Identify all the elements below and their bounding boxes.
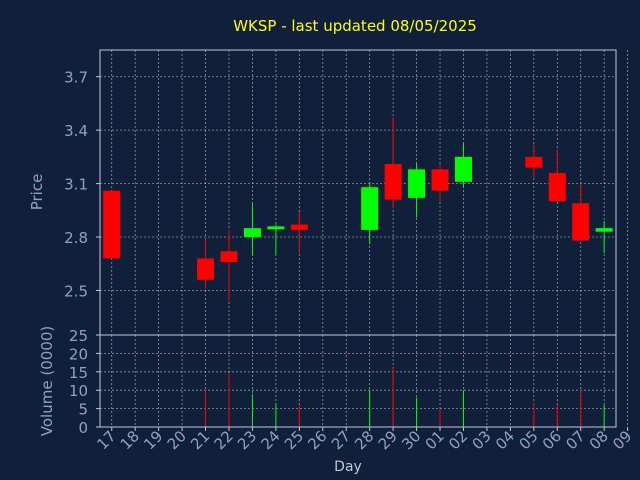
x-tick-label: 26 [304, 427, 330, 453]
price-tick-label: 3.7 [64, 69, 88, 87]
x-tick-label: 18 [117, 427, 143, 453]
candle-body [572, 203, 590, 241]
x-tick-label: 22 [211, 427, 237, 453]
x-tick-label: 03 [469, 427, 495, 453]
candle-body [103, 190, 121, 259]
candle-body [384, 164, 402, 200]
x-tick-label: 23 [234, 427, 260, 453]
volume-tick-label: 20 [69, 345, 88, 363]
candle-body [595, 228, 613, 232]
price-tick-label: 2.8 [64, 229, 88, 247]
chart-title: WKSP - last updated 08/05/2025 [233, 17, 477, 35]
x-tick-label: 06 [539, 427, 565, 453]
x-tick-label: 02 [445, 427, 471, 453]
price-tick-label: 2.5 [64, 282, 88, 300]
candle-body [454, 156, 472, 182]
x-tick-label: 29 [375, 427, 401, 453]
x-tick-label: 25 [281, 427, 307, 453]
candle-body [197, 258, 215, 280]
x-tick-label: 04 [492, 427, 518, 453]
volume-tick-label: 15 [69, 364, 88, 382]
candle-body [431, 169, 449, 191]
x-axis-label: Day [334, 459, 362, 475]
x-tick-label: 28 [351, 427, 377, 453]
candle-body [290, 224, 308, 230]
candle-body [243, 228, 261, 238]
x-tick-label: 20 [164, 427, 190, 453]
x-tick-label: 30 [398, 427, 424, 453]
x-tick-label: 07 [562, 427, 588, 453]
candle-body [220, 251, 238, 262]
price-tick-label: 3.4 [64, 122, 88, 140]
x-tick-label: 21 [187, 427, 213, 453]
x-tick-label: 01 [422, 427, 448, 453]
volume-frame [99, 334, 617, 428]
price-panel: 2.5 2.8 3.1 3.4 3.7 [64, 49, 629, 336]
x-tick-label: 24 [257, 427, 283, 453]
volume-panel: 0510152025171819202122232425262728293001… [69, 327, 636, 453]
candle-body [408, 169, 426, 198]
volume-tick-label: 10 [69, 382, 88, 400]
x-tick-label: 08 [586, 427, 612, 453]
x-tick-label: 17 [93, 427, 119, 453]
candle-body [548, 172, 566, 202]
price-tick-label: 3.1 [64, 176, 88, 194]
volume-tick-label: 0 [78, 419, 88, 437]
candle-body [267, 226, 285, 230]
x-tick-label: 27 [328, 427, 354, 453]
volume-tick-label: 5 [78, 401, 88, 419]
candle-body [525, 156, 543, 168]
volume-tick-label: 25 [69, 327, 88, 345]
x-tick-label: 19 [140, 427, 166, 453]
price-axis-label: Price [28, 174, 46, 211]
candle-body [361, 187, 379, 230]
x-tick-label: 09 [609, 427, 635, 453]
x-tick-label: 05 [515, 427, 541, 453]
volume-axis-label: Volume (0000) [38, 326, 56, 436]
price-frame [99, 49, 617, 336]
